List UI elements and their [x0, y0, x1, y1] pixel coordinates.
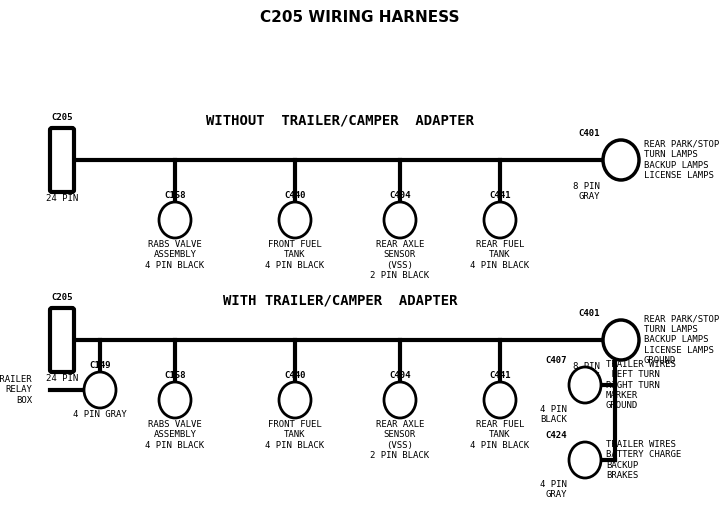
Text: C404: C404 — [390, 371, 410, 380]
Ellipse shape — [384, 202, 416, 238]
Text: WITHOUT  TRAILER/CAMPER  ADAPTER: WITHOUT TRAILER/CAMPER ADAPTER — [206, 113, 474, 127]
Ellipse shape — [603, 140, 639, 180]
Ellipse shape — [84, 372, 116, 408]
Text: C149: C149 — [89, 361, 111, 370]
Text: RABS VALVE
ASSEMBLY
4 PIN BLACK: RABS VALVE ASSEMBLY 4 PIN BLACK — [145, 420, 204, 450]
Text: C205: C205 — [51, 293, 73, 302]
Text: TRAILER WIRES
BATTERY CHARGE
BACKUP
BRAKES: TRAILER WIRES BATTERY CHARGE BACKUP BRAK… — [606, 440, 681, 480]
Text: TRAILER
RELAY
BOX: TRAILER RELAY BOX — [0, 375, 32, 405]
Text: C441: C441 — [490, 371, 510, 380]
Text: C158: C158 — [164, 371, 186, 380]
Text: 4 PIN
GRAY: 4 PIN GRAY — [540, 480, 567, 499]
Text: WITH TRAILER/CAMPER  ADAPTER: WITH TRAILER/CAMPER ADAPTER — [222, 293, 457, 307]
Ellipse shape — [484, 382, 516, 418]
Text: 8 PIN
GRAY: 8 PIN GRAY — [573, 182, 600, 202]
Text: C401: C401 — [578, 309, 600, 318]
Text: REAR FUEL
TANK
4 PIN BLACK: REAR FUEL TANK 4 PIN BLACK — [470, 420, 530, 450]
Ellipse shape — [279, 382, 311, 418]
Text: 24 PIN: 24 PIN — [46, 374, 78, 383]
Text: 8 PIN
GRAY: 8 PIN GRAY — [573, 362, 600, 382]
FancyBboxPatch shape — [50, 128, 74, 192]
Ellipse shape — [279, 202, 311, 238]
Text: FRONT FUEL
TANK
4 PIN BLACK: FRONT FUEL TANK 4 PIN BLACK — [266, 240, 325, 270]
Text: C441: C441 — [490, 191, 510, 200]
Text: REAR AXLE
SENSOR
(VSS)
2 PIN BLACK: REAR AXLE SENSOR (VSS) 2 PIN BLACK — [370, 240, 430, 280]
Text: 4 PIN
BLACK: 4 PIN BLACK — [540, 405, 567, 424]
Text: C401: C401 — [578, 129, 600, 138]
Text: REAR PARK/STOP
TURN LAMPS
BACKUP LAMPS
LICENSE LAMPS
GROUND: REAR PARK/STOP TURN LAMPS BACKUP LAMPS L… — [644, 315, 719, 366]
Text: C424: C424 — [546, 431, 567, 440]
Text: C440: C440 — [284, 371, 306, 380]
Text: C205 WIRING HARNESS: C205 WIRING HARNESS — [260, 10, 460, 25]
Ellipse shape — [159, 202, 191, 238]
Text: C205: C205 — [51, 113, 73, 122]
Ellipse shape — [384, 382, 416, 418]
Ellipse shape — [569, 442, 601, 478]
Text: REAR AXLE
SENSOR
(VSS)
2 PIN BLACK: REAR AXLE SENSOR (VSS) 2 PIN BLACK — [370, 420, 430, 460]
Text: 4 PIN GRAY: 4 PIN GRAY — [73, 410, 127, 419]
FancyBboxPatch shape — [50, 308, 74, 372]
Text: C158: C158 — [164, 191, 186, 200]
Text: C407: C407 — [546, 356, 567, 365]
Ellipse shape — [603, 320, 639, 360]
Ellipse shape — [569, 367, 601, 403]
Text: 24 PIN: 24 PIN — [46, 194, 78, 203]
Text: RABS VALVE
ASSEMBLY
4 PIN BLACK: RABS VALVE ASSEMBLY 4 PIN BLACK — [145, 240, 204, 270]
Text: C404: C404 — [390, 191, 410, 200]
Text: FRONT FUEL
TANK
4 PIN BLACK: FRONT FUEL TANK 4 PIN BLACK — [266, 420, 325, 450]
Ellipse shape — [159, 382, 191, 418]
Text: REAR FUEL
TANK
4 PIN BLACK: REAR FUEL TANK 4 PIN BLACK — [470, 240, 530, 270]
Text: REAR PARK/STOP
TURN LAMPS
BACKUP LAMPS
LICENSE LAMPS: REAR PARK/STOP TURN LAMPS BACKUP LAMPS L… — [644, 140, 719, 180]
Ellipse shape — [484, 202, 516, 238]
Text: C440: C440 — [284, 191, 306, 200]
Text: TRAILER WIRES
 LEFT TURN
RIGHT TURN
MARKER
GROUND: TRAILER WIRES LEFT TURN RIGHT TURN MARKE… — [606, 360, 676, 410]
